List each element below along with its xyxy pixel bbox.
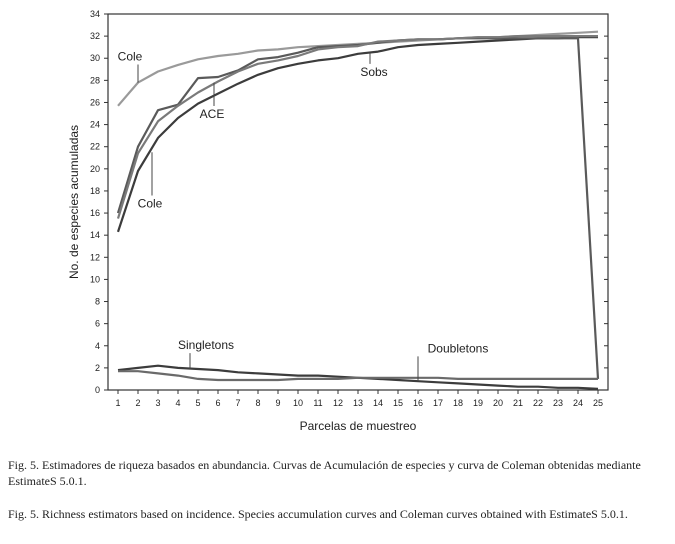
y-tick-label: 18	[90, 186, 100, 196]
x-tick-label: 12	[333, 398, 343, 408]
annotation-label: Cole	[118, 49, 143, 63]
y-tick-label: 30	[90, 53, 100, 63]
annotation-label: Cole	[138, 197, 163, 211]
y-tick-label: 0	[95, 385, 100, 395]
y-tick-label: 16	[90, 208, 100, 218]
y-tick-label: 2	[95, 363, 100, 373]
caption-spanish: Fig. 5. Estimadores de riqueza basados e…	[8, 458, 641, 488]
x-tick-label: 25	[593, 398, 603, 408]
y-tick-label: 6	[95, 319, 100, 329]
caption-english: Fig. 5. Richness estimators based on inc…	[8, 507, 628, 521]
series-line-doubletons	[118, 370, 598, 382]
y-tick-label: 14	[90, 230, 100, 240]
y-tick-label: 22	[90, 142, 100, 152]
y-tick-label: 4	[95, 341, 100, 351]
x-tick-label: 6	[215, 398, 220, 408]
y-tick-label: 20	[90, 164, 100, 174]
x-axis: 1 2 3 4 5 6 7 8 9 10 11 12 13 14 15 16 17 18 19 20 21 22 23 24 2…	[115, 390, 603, 408]
annotation-layer: Cole Cole ACE Sobs Singletons Doubletons	[118, 49, 489, 382]
y-tick-label: 26	[90, 97, 100, 107]
y-axis-title: No. de especies acumuladas	[67, 125, 81, 279]
plot-frame	[107, 13, 609, 391]
x-tick-label: 19	[473, 398, 483, 408]
series-line-cole	[116, 34, 598, 219]
x-tick-label: 4	[175, 398, 180, 408]
x-tick-label: 22	[533, 398, 543, 408]
x-tick-label: 5	[195, 398, 200, 408]
series-layer	[116, 30, 600, 390]
y-tick-label: 8	[95, 297, 100, 307]
y-tick-label: 24	[90, 120, 100, 130]
annotation-label: ACE	[200, 107, 225, 121]
x-tick-label: 13	[353, 398, 363, 408]
y-tick-label: 34	[90, 9, 100, 19]
x-tick-label: 15	[393, 398, 403, 408]
x-tick-label: 14	[373, 398, 383, 408]
y-tick-label: 12	[90, 252, 100, 262]
annotation-label: Singletons	[178, 338, 234, 352]
x-tick-label: 2	[135, 398, 140, 408]
x-tick-label: 9	[275, 398, 280, 408]
x-tick-label: 20	[493, 398, 503, 408]
x-tick-label: 8	[255, 398, 260, 408]
x-tick-label: 21	[513, 398, 523, 408]
x-tick-label: 16	[413, 398, 423, 408]
x-tick-label: 17	[433, 398, 443, 408]
x-tick-label: 7	[235, 398, 240, 408]
series-line-ace	[116, 37, 600, 379]
annotation-label: Doubletons	[428, 341, 489, 355]
annotation-label: Sobs	[360, 65, 387, 79]
x-tick-label: 1	[115, 398, 120, 408]
x-tick-label: 3	[155, 398, 160, 408]
y-tick-label: 32	[90, 31, 100, 41]
y-tick-label: 10	[90, 274, 100, 284]
series-line-sobs	[116, 36, 598, 233]
x-tick-label: 24	[573, 398, 583, 408]
y-tick-label: 28	[90, 75, 100, 85]
series-line-cole	[117, 30, 599, 107]
x-tick-label: 18	[453, 398, 463, 408]
x-tick-label: 10	[293, 398, 303, 408]
x-tick-label: 23	[553, 398, 563, 408]
x-axis-title: Parcelas de muestreo	[300, 419, 417, 433]
x-tick-label: 11	[313, 398, 322, 408]
